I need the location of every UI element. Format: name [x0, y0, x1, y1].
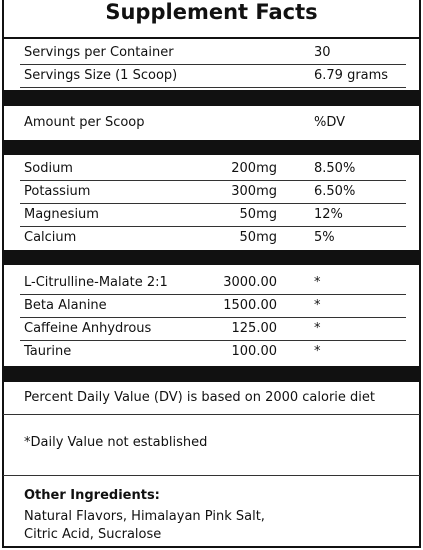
other-line: Citric Acid, Sucralose [24, 527, 162, 542]
nutrient-name: L-Citrulline-Malate 2:1 [24, 275, 168, 290]
nutrient-name: Calcium [24, 230, 77, 245]
section-bar [3, 140, 420, 155]
nutrient-dv: 6.50% [314, 184, 356, 199]
separator [3, 414, 420, 415]
separator [3, 475, 420, 476]
title: Supplement Facts [105, 0, 318, 24]
nutrient-amount: 200mg [231, 161, 277, 176]
nutrient-amount: 3000.00 [223, 275, 277, 290]
nutrient-amount: 1500.00 [223, 298, 277, 313]
serving-label: Servings Size (1 Scoop) [24, 68, 178, 83]
other-heading: Other Ingredients: [24, 488, 160, 503]
nutrient-dv: 12% [314, 207, 343, 222]
nutrient-name: Magnesium [24, 207, 99, 222]
nutrient-dv: * [314, 275, 321, 290]
dv-header: %DV [314, 115, 346, 130]
separator [20, 294, 406, 295]
separator [20, 180, 406, 181]
nutrient-dv: 5% [314, 230, 335, 245]
not-established: *Daily Value not established [24, 435, 208, 450]
separator [20, 203, 406, 204]
nutrient-dv: 8.50% [314, 161, 356, 176]
section-bar [3, 366, 420, 382]
nutrient-name: Sodium [24, 161, 73, 176]
separator [20, 87, 406, 88]
other-line: Natural Flavors, Himalayan Pink Salt, [24, 509, 265, 524]
separator [20, 340, 406, 341]
nutrient-amount: 50mg [239, 207, 277, 222]
separator [20, 226, 406, 227]
section-bar [3, 90, 420, 106]
dv-note: Percent Daily Value (DV) is based on 200… [24, 390, 376, 405]
separator [20, 317, 406, 318]
nutrient-dv: * [314, 298, 321, 313]
nutrient-name: Potassium [24, 184, 91, 199]
serving-label: Servings per Container [24, 45, 174, 60]
nutrient-dv: * [314, 344, 321, 359]
section-bar [3, 250, 420, 265]
serving-value: 30 [314, 45, 331, 60]
nutrient-dv: * [314, 321, 321, 336]
nutrient-amount: 125.00 [231, 321, 278, 336]
nutrient-name: Taurine [24, 344, 72, 359]
amount-header: Amount per Scoop [24, 115, 145, 130]
serving-value: 6.79 grams [314, 68, 389, 83]
nutrient-name: Caffeine Anhydrous [24, 321, 152, 336]
nutrient-name: Beta Alanine [24, 298, 107, 313]
rule [3, 37, 420, 39]
nutrient-amount: 300mg [231, 184, 277, 199]
nutrient-amount: 100.00 [231, 344, 278, 359]
separator [20, 64, 406, 65]
nutrient-amount: 50mg [239, 230, 277, 245]
